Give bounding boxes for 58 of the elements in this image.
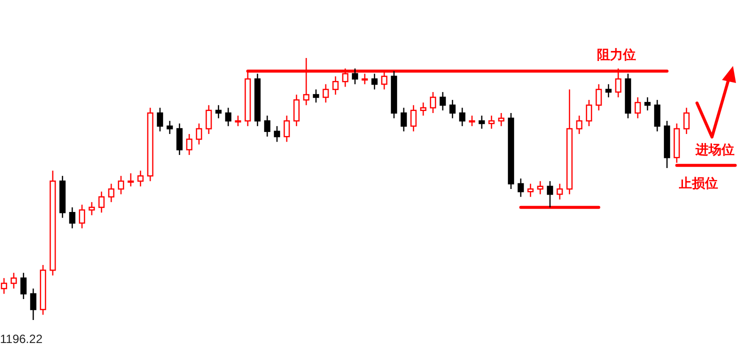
candlestick: [596, 84, 602, 111]
candlestick: [10, 272, 17, 290]
candlestick: [420, 102, 426, 116]
candlestick: [644, 96, 651, 111]
candlestick: [586, 99, 592, 127]
candlestick: [176, 122, 183, 156]
candlestick: [78, 204, 86, 229]
candlestick: [98, 191, 105, 214]
candlestick: [30, 288, 36, 321]
candlestick: [410, 104, 417, 132]
candlestick: [166, 120, 173, 135]
candlestick: [488, 115, 495, 130]
candlestick: [576, 115, 582, 135]
candlestick: [137, 170, 144, 187]
candlestick: [352, 68, 358, 85]
candlestick: [312, 88, 320, 104]
candlestick: [332, 76, 339, 96]
candlestick: [88, 202, 95, 216]
candlestick: [468, 115, 476, 127]
candlestick: [683, 107, 690, 135]
candlestick: [284, 115, 290, 142]
candlestick: [118, 175, 124, 195]
candlestick: [0, 277, 8, 294]
candlestick: [400, 107, 407, 132]
candlestick: [556, 183, 563, 200]
candlestick: [128, 172, 134, 187]
candlestick: [518, 178, 524, 198]
candlestick: [459, 107, 466, 127]
candlestick: [108, 183, 114, 203]
candlestick: [156, 107, 164, 132]
candlestick: [69, 206, 76, 229]
candlestick: [20, 272, 27, 300]
candlestick: [264, 115, 270, 138]
series-label: 阻力位: [597, 47, 636, 62]
candlestick: [293, 94, 300, 127]
candlestick: [215, 104, 222, 119]
candlestick: [498, 112, 504, 127]
candlestick: [225, 107, 232, 127]
candlestick: [322, 84, 329, 104]
candlestick: [654, 99, 660, 132]
text: 1196.22: [0, 332, 43, 346]
candlestick: [440, 91, 446, 111]
candlestick: [449, 99, 456, 119]
candlestick: [537, 180, 544, 195]
candlestick: [371, 73, 378, 90]
candlestick: [605, 84, 612, 98]
candlestick: [196, 122, 202, 146]
annotation: 进场位: [694, 142, 734, 157]
candlestick: [186, 133, 192, 156]
candlestick: [274, 126, 280, 142]
candlestick: [234, 115, 242, 127]
candlestick: [430, 91, 436, 114]
candlestick: [206, 104, 212, 135]
candlestick: [478, 115, 485, 130]
series-label: 止损位: [678, 175, 718, 190]
candlestick: [527, 183, 534, 198]
candlestick: [634, 96, 641, 119]
candlestick: [546, 180, 554, 208]
